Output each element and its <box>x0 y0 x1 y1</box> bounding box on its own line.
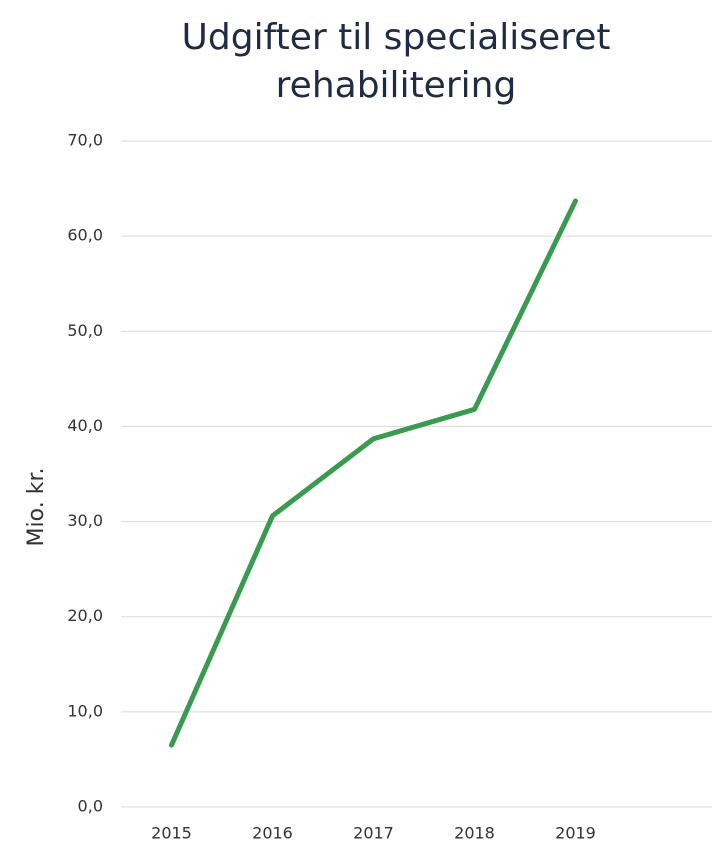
data-line <box>169 198 578 748</box>
y-tick-label: 0,0 <box>78 797 103 816</box>
y-tick-label: 10,0 <box>67 701 103 720</box>
x-tick-label: 2018 <box>454 824 495 843</box>
x-tick-label: 2016 <box>252 824 293 843</box>
y-tick-label: 40,0 <box>67 416 103 435</box>
chart-title: Udgifter til specialiseret rehabiliterin… <box>181 17 611 106</box>
x-tick-label: 2017 <box>353 824 394 843</box>
y-tick-label: 50,0 <box>67 321 103 340</box>
y-tick-label: 30,0 <box>67 511 103 530</box>
y-tick-label: 70,0 <box>67 131 103 150</box>
x-tick-label: 2019 <box>555 824 596 843</box>
x-tick-label: 2015 <box>151 824 192 843</box>
y-axis-label: Mio. kr. <box>24 468 49 547</box>
y-tick-label: 60,0 <box>67 226 103 245</box>
y-tick-label: 20,0 <box>67 606 103 625</box>
